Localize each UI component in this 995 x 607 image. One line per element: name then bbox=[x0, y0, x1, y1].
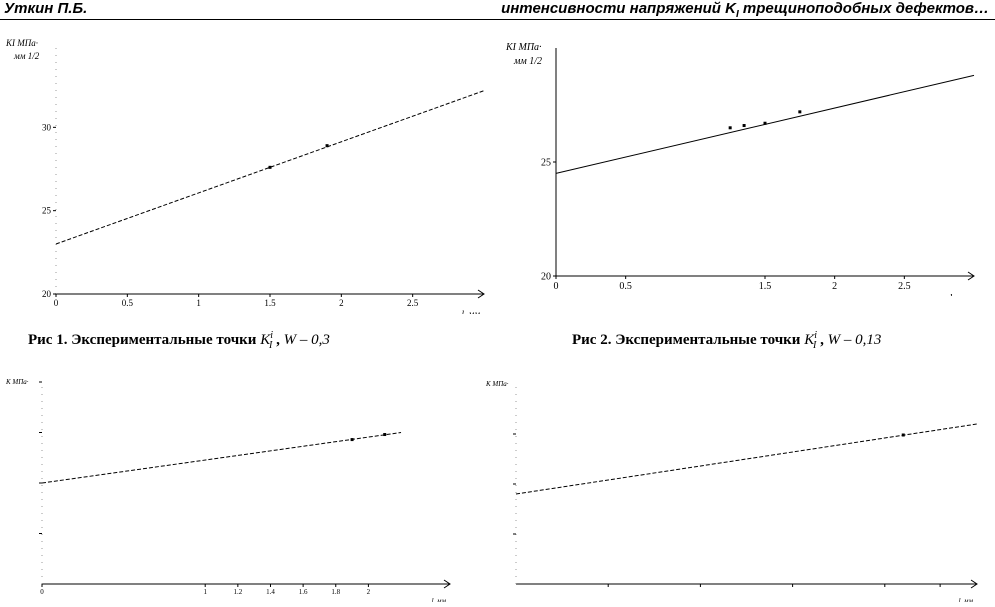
y-axis-label: K МПа· bbox=[5, 378, 29, 386]
caption-symbol: K bbox=[804, 332, 815, 348]
running-title-sub: I bbox=[735, 9, 739, 20]
y-axis-label: KI МПа· bbox=[5, 38, 38, 48]
figure-2-caption: Рис 2. Экспериментальные точки KiI , W –… bbox=[572, 330, 881, 351]
figure-4-chart: K МПа· l, мм bbox=[480, 372, 985, 602]
data-point bbox=[742, 124, 746, 128]
caption-sep: , bbox=[816, 332, 828, 348]
x-tick-label: 1 bbox=[196, 298, 201, 308]
x-tick-label: 0 bbox=[54, 298, 59, 308]
y-axis-label: K МПа· bbox=[485, 380, 509, 388]
caption-sub: I bbox=[268, 340, 273, 351]
data-point bbox=[383, 433, 387, 437]
data-point bbox=[728, 126, 732, 130]
y-tick-label: 20 bbox=[42, 289, 52, 299]
y-tick-label: 20 bbox=[541, 271, 551, 282]
caption-w-value: – 0,3 bbox=[296, 332, 330, 348]
chart-svg: K МПа· l, мм bbox=[485, 380, 978, 602]
figure-3-chart: 0 1 1.2 1.4 1.6 1.8 2 K МПа· l, мм bbox=[0, 372, 470, 602]
figure-1-caption: Рис 1. Экспериментальные точки KiI , W –… bbox=[28, 330, 330, 351]
y-axis-label-unit: мм 1/2 bbox=[13, 51, 40, 61]
x-axis-arrow bbox=[970, 579, 978, 589]
y-tick-label: 25 bbox=[42, 206, 52, 216]
figure-1-chart: 0 0.5 1 1.5 2 2.5 20 25 30 KI МПа· мм 1/2 l, мм bbox=[0, 34, 490, 314]
x-axis-arrow bbox=[443, 579, 451, 589]
trend-line bbox=[41, 432, 402, 484]
y-axis-label: KI МПа· bbox=[505, 42, 542, 53]
x-tick-label: 1 bbox=[203, 588, 207, 596]
data-point bbox=[325, 144, 329, 148]
caption-sup: i bbox=[814, 330, 817, 341]
caption-sep: , bbox=[272, 332, 284, 348]
x-tick-label: 1.8 bbox=[331, 588, 340, 596]
x-tick-label: 1.6 bbox=[299, 588, 308, 596]
running-title: интенсивности напряжений KI трещиноподоб… bbox=[501, 0, 989, 20]
header-rule bbox=[0, 19, 995, 20]
running-title-main: интенсивности напряжений K bbox=[501, 0, 736, 17]
x-tick-label: 2 bbox=[339, 298, 344, 308]
x-tick-label: 1.5 bbox=[264, 298, 276, 308]
x-tick-label: 1.4 bbox=[266, 588, 275, 596]
caption-text: Рис 2. Экспериментальные точки bbox=[572, 332, 805, 348]
x-tick-label: 1.2 bbox=[233, 588, 242, 596]
chart-svg: 0 1 1.2 1.4 1.6 1.8 2 K МПа· l, мм bbox=[5, 378, 451, 602]
x-axis-label: l, мм bbox=[949, 293, 970, 296]
caption-sup: i bbox=[270, 330, 273, 341]
chart-svg: 0 0.5 1 1.5 2 2.5 20 25 30 KI МПа· мм 1/2 l, мм bbox=[5, 38, 485, 314]
data-point bbox=[350, 438, 354, 442]
author-name: Уткин П.Б. bbox=[4, 0, 88, 17]
x-tick-label: 0.5 bbox=[122, 298, 134, 308]
caption-w: W bbox=[283, 332, 297, 348]
page-header: Уткин П.Б. интенсивности напряжений KI т… bbox=[0, 0, 995, 22]
x-tick-label: 1.5 bbox=[759, 281, 772, 292]
data-point bbox=[798, 110, 802, 114]
caption-symbol: K bbox=[260, 332, 271, 348]
data-point bbox=[268, 165, 272, 169]
x-tick-label: 2.5 bbox=[407, 298, 419, 308]
x-axis-label: l, мм bbox=[462, 309, 481, 314]
trend-line bbox=[55, 90, 485, 245]
y-axis-label-unit: мм 1/2 bbox=[513, 56, 542, 67]
chart-svg: 0 0.5 1.5 2 2.5 20 25 KI МПа· мм 1/2 l, мм bbox=[505, 42, 975, 296]
x-tick-label: 2.5 bbox=[898, 281, 911, 292]
y-tick-label: 30 bbox=[42, 122, 52, 132]
figure-2-chart: 0 0.5 1.5 2 2.5 20 25 KI МПа· мм 1/2 l, мм bbox=[500, 38, 980, 296]
y-tick-label: 25 bbox=[541, 157, 551, 168]
data-point bbox=[763, 121, 767, 125]
caption-w: W bbox=[827, 332, 841, 348]
x-axis-arrow bbox=[477, 289, 485, 299]
caption-text: Рис 1. Экспериментальные точки bbox=[28, 332, 261, 348]
x-axis-label: l, мм bbox=[432, 597, 447, 602]
x-tick-label: 0.5 bbox=[619, 281, 632, 292]
x-tick-label: 0 bbox=[40, 588, 44, 596]
running-title-rest: трещиноподобных дефектов… bbox=[738, 0, 989, 17]
data-point bbox=[901, 433, 905, 437]
x-tick-label: 2 bbox=[367, 588, 371, 596]
trend-line bbox=[515, 423, 978, 495]
caption-sub: I bbox=[812, 340, 817, 351]
x-tick-label: 0 bbox=[554, 281, 559, 292]
x-axis-arrow bbox=[967, 271, 975, 281]
caption-w-value: – 0,13 bbox=[840, 332, 882, 348]
x-tick-label: 2 bbox=[832, 281, 837, 292]
x-axis-label: l, мм bbox=[959, 597, 974, 602]
